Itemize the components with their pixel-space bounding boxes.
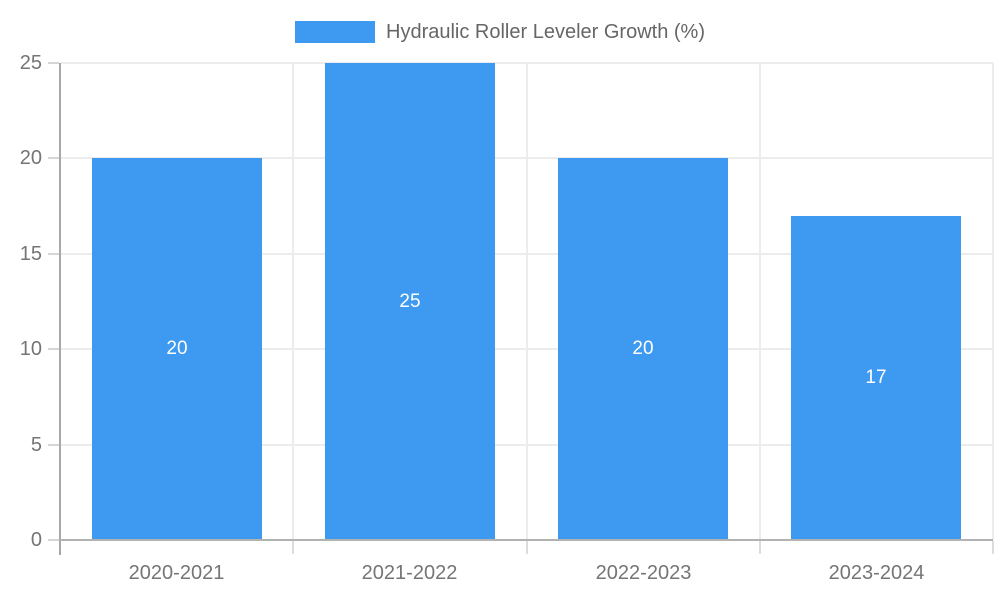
x-axis-tick-label: 2020-2021 bbox=[128, 562, 225, 584]
x-axis-tick bbox=[526, 541, 528, 554]
y-axis-tick-label: 15 bbox=[19, 243, 42, 265]
legend-swatch bbox=[295, 21, 375, 43]
y-axis-tick-label: 20 bbox=[19, 147, 42, 169]
legend-label: Hydraulic Roller Leveler Growth (%) bbox=[386, 21, 705, 43]
x-axis-tick-label: 2023-2024 bbox=[828, 562, 925, 584]
y-axis-tick bbox=[48, 539, 59, 541]
y-axis-tick bbox=[48, 253, 59, 255]
gridline-vertical bbox=[759, 63, 761, 540]
y-axis-tick-label: 10 bbox=[19, 338, 42, 360]
x-axis-tick-label: 2021-2022 bbox=[361, 562, 458, 584]
bar-2021-2022[interactable]: 25 bbox=[325, 63, 495, 540]
bar-value-label: 20 bbox=[166, 338, 188, 359]
bar-2022-2023[interactable]: 20 bbox=[558, 158, 728, 540]
x-axis-line bbox=[60, 539, 993, 541]
bar-value-label: 20 bbox=[632, 338, 654, 359]
x-axis-tick bbox=[992, 541, 994, 554]
bar-2023-2024[interactable]: 17 bbox=[791, 216, 961, 540]
y-axis-line bbox=[59, 63, 61, 555]
x-axis-tick-label: 2022-2023 bbox=[595, 562, 692, 584]
bar-value-label: 17 bbox=[865, 367, 887, 388]
x-axis-tick bbox=[759, 541, 761, 554]
gridline-vertical bbox=[292, 63, 294, 540]
bar-2020-2021[interactable]: 20 bbox=[92, 158, 262, 540]
y-axis-tick-label: 25 bbox=[19, 52, 42, 74]
y-axis-tick bbox=[48, 348, 59, 350]
chart-legend[interactable]: Hydraulic Roller Leveler Growth (%) bbox=[0, 20, 1000, 44]
x-axis-tick bbox=[292, 541, 294, 554]
gridline-vertical bbox=[992, 63, 994, 540]
y-axis-tick bbox=[48, 157, 59, 159]
y-axis-tick bbox=[48, 444, 59, 446]
bar-value-label: 25 bbox=[399, 290, 421, 312]
plot-area: 20 25 20 17 bbox=[60, 62, 994, 540]
gridline-vertical bbox=[526, 63, 528, 540]
y-axis-tick bbox=[48, 62, 59, 64]
y-axis-tick-label: 5 bbox=[30, 434, 42, 456]
y-axis-tick-label: 0 bbox=[30, 529, 42, 551]
